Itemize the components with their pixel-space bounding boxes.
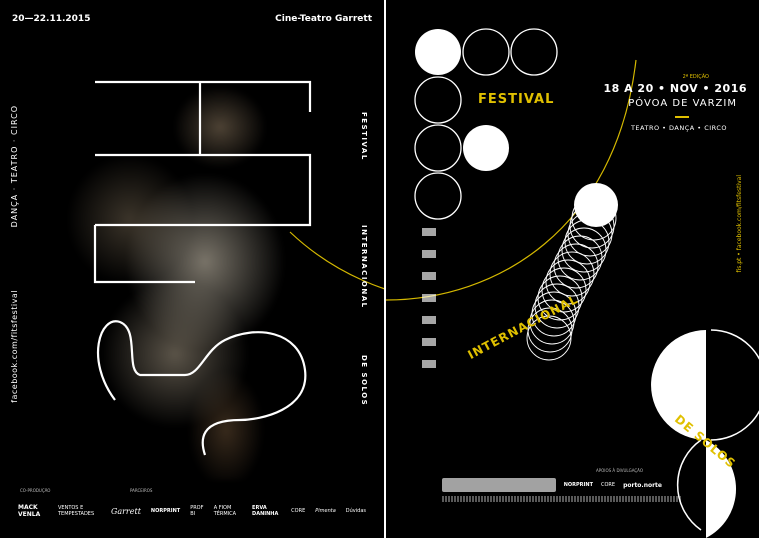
side-sponsor-strip [422,228,436,373]
partner-logo: VENTOS E TEMPESTADES [58,505,95,517]
fine-print [442,496,682,502]
dates-2016: 18 A 20 • NOV • 2016 [603,82,747,95]
partner-logo: PROF BI [190,505,204,517]
partner-logo: Garrett [110,506,141,516]
circle-trail-head [574,183,618,227]
partner-logo: CORE [601,482,616,488]
partner-logos-2015: MACK VENLA VENTOS E TEMPESTADES Garrett … [18,500,366,522]
poster-2016: FESTIVAL 2ª EDIÇÃO 18 A 20 • NOV • 2016 … [386,0,759,538]
apoio-label: APOIOS À DIVULGAÇÃO [596,468,643,473]
s-outline-bottom [676,439,702,531]
circle-filled [415,29,461,75]
partner-logo: CORE [291,508,306,514]
partner-logo: porto.norte [623,481,662,489]
festival-title-2016: FESTIVAL [478,92,555,107]
partner-logo: NORPRINT [150,508,181,514]
poster-2015-letterforms [93,80,384,456]
poster-2016-graphics [386,28,759,538]
web-links-2016: fis.pt • facebook.com/fitsfestival [736,175,743,273]
partner-logo: Pimenta [315,508,336,514]
dancer-photo [40,60,340,480]
yellow-arc [289,231,384,290]
circle-outline [510,28,558,76]
divider [675,116,689,118]
f-letterform [93,80,312,284]
facebook-link-2015: facebook.com/fitsfestival [10,290,19,403]
disciplines-2015: DANÇA · TEATRO · CIRCO [10,105,19,228]
circle-outline [414,76,462,124]
parceiros-label: PARCEIROS [130,488,153,493]
circle-outline [462,28,510,76]
dates-2015: 20—22.11.2015 [12,14,91,24]
title-festival-2015: FESTIVAL [360,112,368,161]
circle-outline [414,124,462,172]
partner-logo: NORPRINT [563,482,593,488]
title-solos-2015: DE SOLOS [360,355,368,407]
partner-logo [442,478,556,492]
venue: Cine-Teatro Garrett [275,14,372,24]
circle-trail [526,195,617,361]
coproducao-label: CO-PRODUÇÃO [20,488,51,493]
circle-filled [463,125,509,171]
s-letterform [97,320,307,456]
partner-logo: Dúvidas [345,508,366,514]
partner-logos-2016: NORPRINT CORE porto.norte [442,478,662,492]
partner-logo: MACK VENLA [18,504,41,518]
circle-outline [414,172,462,220]
s-outline-top [710,329,759,441]
partner-logo: ERVA DANINHA [252,505,279,517]
s-half-top [651,330,706,440]
title-internacional-2015: INTERNACIONAL [360,225,368,309]
city: PÓVOA DE VARZIM [628,98,737,109]
edicao: 2ª EDIÇÃO [682,74,709,80]
disciplines-2016: TEATRO • DANÇA • CIRCO [630,124,727,132]
poster-2015: 20—22.11.2015 Cine-Teatro Garrett DANÇA … [0,0,384,538]
partner-logo: A FIOM TÉRMICA [213,505,237,517]
s-half-bottom [706,440,737,538]
